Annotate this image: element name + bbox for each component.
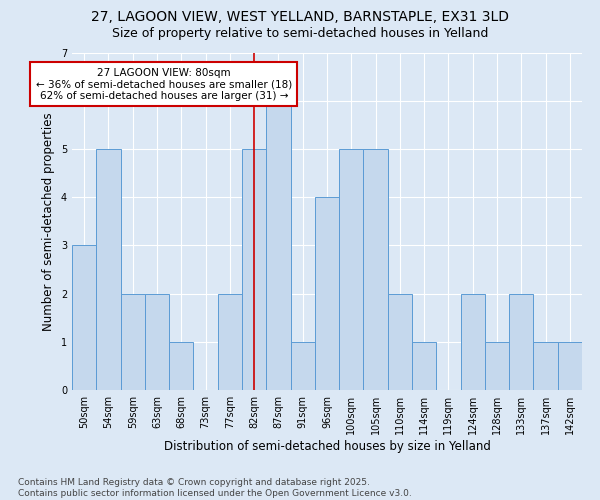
- Bar: [364, 149, 388, 390]
- Bar: [388, 294, 412, 390]
- Bar: [218, 294, 242, 390]
- Bar: [96, 149, 121, 390]
- Bar: [533, 342, 558, 390]
- Text: Size of property relative to semi-detached houses in Yelland: Size of property relative to semi-detach…: [112, 28, 488, 40]
- Bar: [461, 294, 485, 390]
- Text: 27, LAGOON VIEW, WEST YELLAND, BARNSTAPLE, EX31 3LD: 27, LAGOON VIEW, WEST YELLAND, BARNSTAPL…: [91, 10, 509, 24]
- Bar: [339, 149, 364, 390]
- Bar: [121, 294, 145, 390]
- Y-axis label: Number of semi-detached properties: Number of semi-detached properties: [43, 112, 55, 330]
- Bar: [290, 342, 315, 390]
- Bar: [509, 294, 533, 390]
- Bar: [266, 100, 290, 390]
- Text: 27 LAGOON VIEW: 80sqm
← 36% of semi-detached houses are smaller (18)
62% of semi: 27 LAGOON VIEW: 80sqm ← 36% of semi-deta…: [35, 68, 292, 101]
- Bar: [315, 197, 339, 390]
- Bar: [145, 294, 169, 390]
- Bar: [169, 342, 193, 390]
- Bar: [485, 342, 509, 390]
- Bar: [72, 246, 96, 390]
- Bar: [242, 149, 266, 390]
- Bar: [558, 342, 582, 390]
- Bar: [412, 342, 436, 390]
- Text: Contains HM Land Registry data © Crown copyright and database right 2025.
Contai: Contains HM Land Registry data © Crown c…: [18, 478, 412, 498]
- X-axis label: Distribution of semi-detached houses by size in Yelland: Distribution of semi-detached houses by …: [164, 440, 490, 452]
